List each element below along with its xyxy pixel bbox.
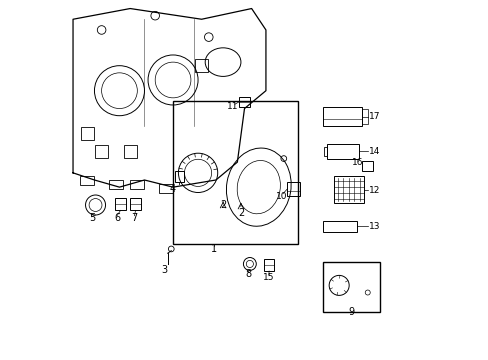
Text: 12: 12	[368, 185, 379, 194]
Bar	[130, 198, 141, 210]
Text: 5: 5	[89, 213, 95, 223]
Bar	[333, 176, 364, 203]
Bar	[95, 145, 108, 158]
Text: 2: 2	[237, 208, 244, 218]
Text: 15: 15	[263, 273, 274, 282]
Bar	[323, 107, 362, 126]
Text: 4: 4	[169, 184, 175, 194]
Bar	[175, 171, 183, 182]
Text: 16: 16	[352, 158, 363, 167]
Text: 7: 7	[131, 213, 137, 223]
Text: 14: 14	[368, 147, 379, 156]
Bar	[108, 180, 123, 189]
Bar	[323, 147, 326, 156]
Text: 11: 11	[227, 102, 238, 111]
Bar	[115, 198, 125, 210]
Text: 17: 17	[368, 112, 380, 121]
Bar	[81, 127, 94, 140]
Bar	[239, 97, 249, 107]
Bar	[323, 221, 356, 232]
Bar	[326, 144, 358, 158]
Text: 1: 1	[211, 244, 217, 254]
Text: 13: 13	[368, 222, 380, 231]
Text: 3: 3	[161, 265, 167, 275]
Bar	[130, 180, 144, 189]
Text: 6: 6	[114, 213, 120, 223]
Bar	[195, 59, 207, 72]
Bar	[362, 109, 367, 123]
Text: 9: 9	[348, 307, 354, 317]
Text: 8: 8	[244, 269, 251, 279]
Bar	[264, 259, 274, 271]
Text: 2: 2	[220, 200, 226, 210]
Bar	[362, 161, 372, 171]
Bar	[123, 145, 136, 158]
Bar	[159, 184, 173, 193]
Bar	[80, 176, 94, 185]
Bar	[323, 262, 380, 312]
Bar	[173, 102, 298, 244]
Bar	[287, 182, 299, 196]
Text: 10: 10	[275, 192, 286, 201]
